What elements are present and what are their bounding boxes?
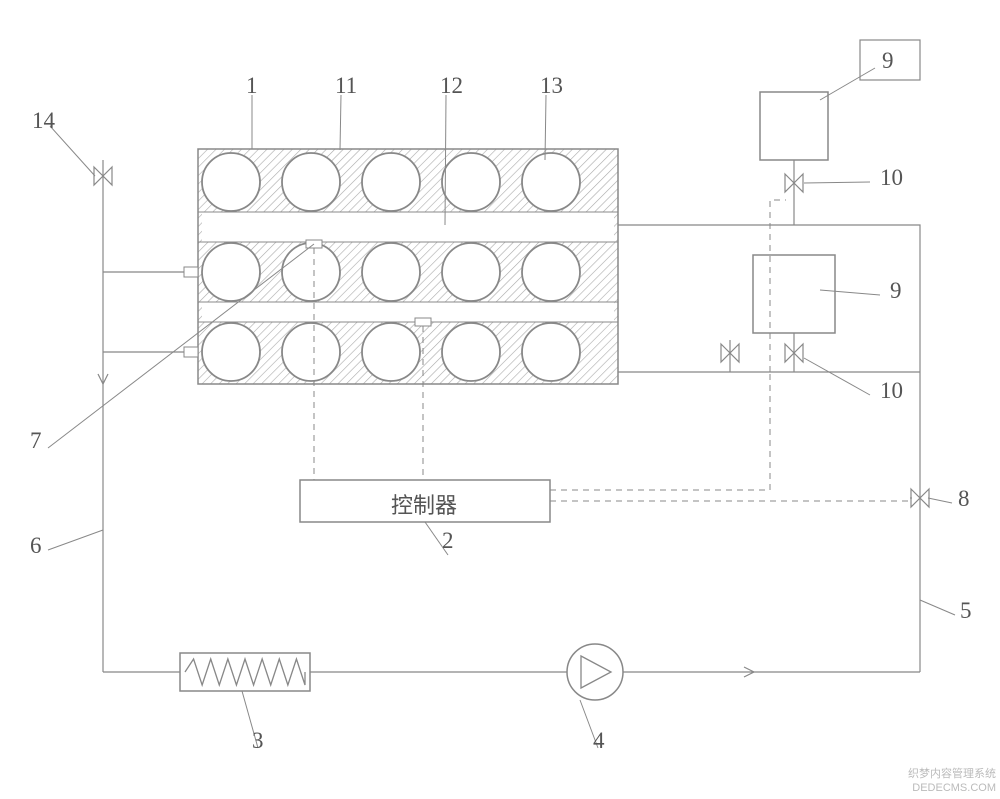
callout-9: 9	[882, 48, 894, 74]
controller-label: 控制器	[391, 488, 457, 520]
leader-lines	[48, 40, 955, 748]
callout-10: 10	[880, 165, 903, 191]
callout-4: 4	[593, 728, 605, 754]
callout-8: 8	[958, 486, 970, 512]
callout-3: 3	[252, 728, 264, 754]
callout-6: 6	[30, 533, 42, 559]
callout-9: 9	[890, 278, 902, 304]
callout-12: 12	[440, 73, 463, 99]
watermark-right: 织梦内容管理系统	[908, 765, 996, 781]
callout-10: 10	[880, 378, 903, 404]
callout-14: 14	[32, 108, 55, 134]
pump	[567, 644, 623, 700]
watermark-bottom: DEDECMS.COM	[912, 782, 996, 794]
callout-5: 5	[960, 598, 972, 624]
diagram-canvas: 1234567811121314991010 控制器 织梦内容管理系统 DEDE…	[0, 0, 1000, 799]
callout-2: 2	[442, 528, 454, 554]
callout-13: 13	[540, 73, 563, 99]
diagram-svg	[0, 0, 1000, 799]
callout-1: 1	[246, 73, 258, 99]
callout-7: 7	[30, 428, 42, 454]
battery-module	[184, 149, 618, 384]
callout-11: 11	[335, 73, 357, 99]
heat-exchanger	[180, 653, 310, 691]
